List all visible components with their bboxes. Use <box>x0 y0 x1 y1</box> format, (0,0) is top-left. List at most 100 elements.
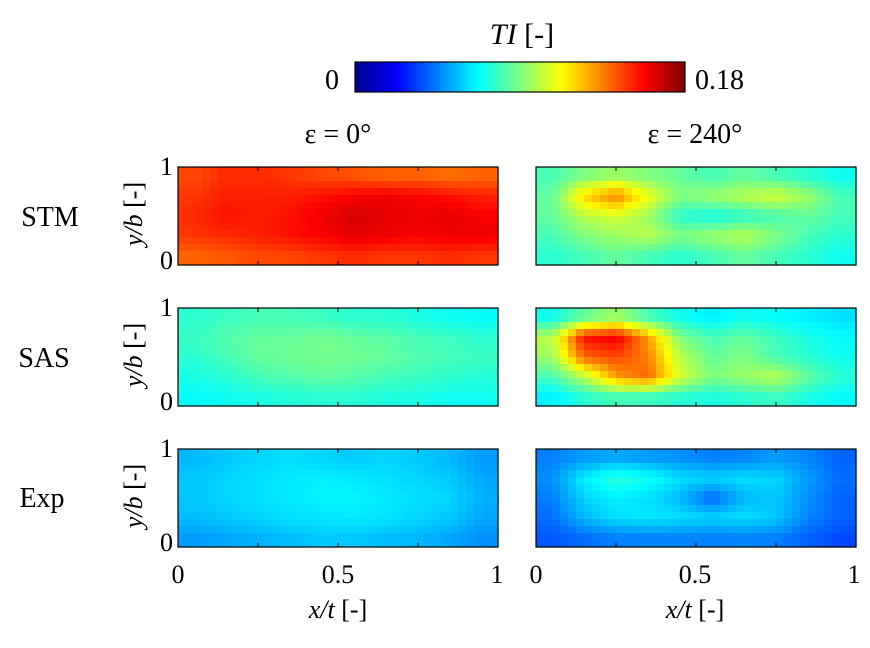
heatmap-cell <box>600 470 609 478</box>
heatmap-cell <box>624 237 633 245</box>
heatmap-cell <box>672 258 681 266</box>
heatmap-cell <box>250 371 259 379</box>
heatmap-cell <box>242 230 251 238</box>
heatmap-cell <box>282 491 291 499</box>
heatmap-cell <box>226 519 235 527</box>
heatmap-cell <box>544 364 553 372</box>
heatmap-cell <box>728 371 737 379</box>
heatmap-cell <box>728 463 737 471</box>
heatmap-cell <box>568 329 577 337</box>
heatmap-cell <box>824 237 833 245</box>
heatmap-cell <box>386 505 395 513</box>
heatmap-cell <box>768 237 777 245</box>
heatmap-cell <box>426 329 435 337</box>
heatmap-cell <box>800 188 809 196</box>
heatmap-cell <box>250 216 259 224</box>
heatmap-cell <box>792 449 801 457</box>
heatmap-cell <box>242 385 251 393</box>
heatmap-cell <box>338 167 347 175</box>
heatmap-cell <box>362 505 371 513</box>
heatmap-cell <box>832 505 841 513</box>
heatmap-cell <box>776 484 785 492</box>
heatmap-cell <box>490 364 499 372</box>
heatmap-cell <box>354 181 363 189</box>
heatmap-cell <box>632 181 641 189</box>
heatmap-cell <box>592 540 601 548</box>
heatmap-cell <box>728 364 737 372</box>
heatmap-cell <box>664 371 673 379</box>
heatmap-cell <box>848 329 857 337</box>
heatmap-cell <box>298 343 307 351</box>
heatmap-cell <box>274 456 283 464</box>
heatmap-cell <box>290 167 299 175</box>
heatmap-cell <box>290 216 299 224</box>
heatmap-cell <box>186 463 195 471</box>
heatmap-cell <box>258 456 267 464</box>
heatmap-cell <box>186 223 195 231</box>
heatmap-cell <box>816 188 825 196</box>
heatmap-cell <box>450 491 459 499</box>
heatmap-cell <box>402 505 411 513</box>
heatmap-cell <box>568 505 577 513</box>
heatmap-cell <box>784 308 793 316</box>
heatmap-cell <box>824 336 833 344</box>
heatmap-cell <box>258 258 267 266</box>
heatmap-cell <box>624 202 633 210</box>
heatmap-cell <box>744 357 753 365</box>
heatmap-cell <box>600 399 609 407</box>
heatmap-cell <box>250 498 259 506</box>
heatmap-cell <box>298 519 307 527</box>
heatmap-cell <box>178 498 187 506</box>
heatmap-cell <box>616 364 625 372</box>
heatmap-cell <box>832 336 841 344</box>
heatmap-cell <box>616 357 625 365</box>
heatmap-cell <box>346 533 355 541</box>
heatmap-cell <box>434 491 443 499</box>
heatmap-cell <box>426 202 435 210</box>
heatmap-cell <box>720 484 729 492</box>
heatmap-cell <box>808 251 817 259</box>
heatmap-cell <box>450 470 459 478</box>
heatmap-cell <box>600 322 609 330</box>
heatmap-cell <box>560 392 569 400</box>
heatmap-cell <box>592 188 601 196</box>
heatmap-cell <box>306 350 315 358</box>
heatmap-cell <box>792 491 801 499</box>
heatmap-cell <box>712 540 721 548</box>
heatmap-cell <box>544 505 553 513</box>
heatmap-cell <box>576 484 585 492</box>
heatmap-cell <box>792 167 801 175</box>
heatmap-cell <box>210 188 219 196</box>
heatmap-cell <box>266 315 275 323</box>
heatmap-cell <box>576 477 585 485</box>
heatmap-cell <box>362 512 371 520</box>
heatmap-cell <box>202 378 211 386</box>
heatmap-cell <box>474 167 483 175</box>
heatmap-cell <box>608 449 617 457</box>
heatmap-cell <box>338 308 347 316</box>
heatmap-cell <box>322 216 331 224</box>
heatmap-cell <box>370 378 379 386</box>
heatmap-cell <box>584 456 593 464</box>
heatmap-cell <box>274 336 283 344</box>
heatmap-cell <box>640 174 649 182</box>
heatmap-cell <box>314 392 323 400</box>
heatmap-cell <box>250 533 259 541</box>
heatmap-cell <box>274 251 283 259</box>
heatmap-cell <box>632 477 641 485</box>
heatmap-panel-exp-eps-240 <box>535 448 857 548</box>
heatmap-cell <box>584 399 593 407</box>
heatmap-cell <box>426 209 435 217</box>
heatmap-cell <box>338 540 347 548</box>
heatmap-cell <box>568 470 577 478</box>
heatmap-cell <box>680 491 689 499</box>
heatmap-cell <box>226 258 235 266</box>
heatmap-cell <box>808 174 817 182</box>
heatmap-cell <box>624 195 633 203</box>
heatmap-cell <box>568 399 577 407</box>
heatmap-cell <box>776 188 785 196</box>
heatmap-cell <box>186 505 195 513</box>
heatmap-cell <box>800 378 809 386</box>
heatmap-cell <box>410 463 419 471</box>
heatmap-cell <box>402 188 411 196</box>
